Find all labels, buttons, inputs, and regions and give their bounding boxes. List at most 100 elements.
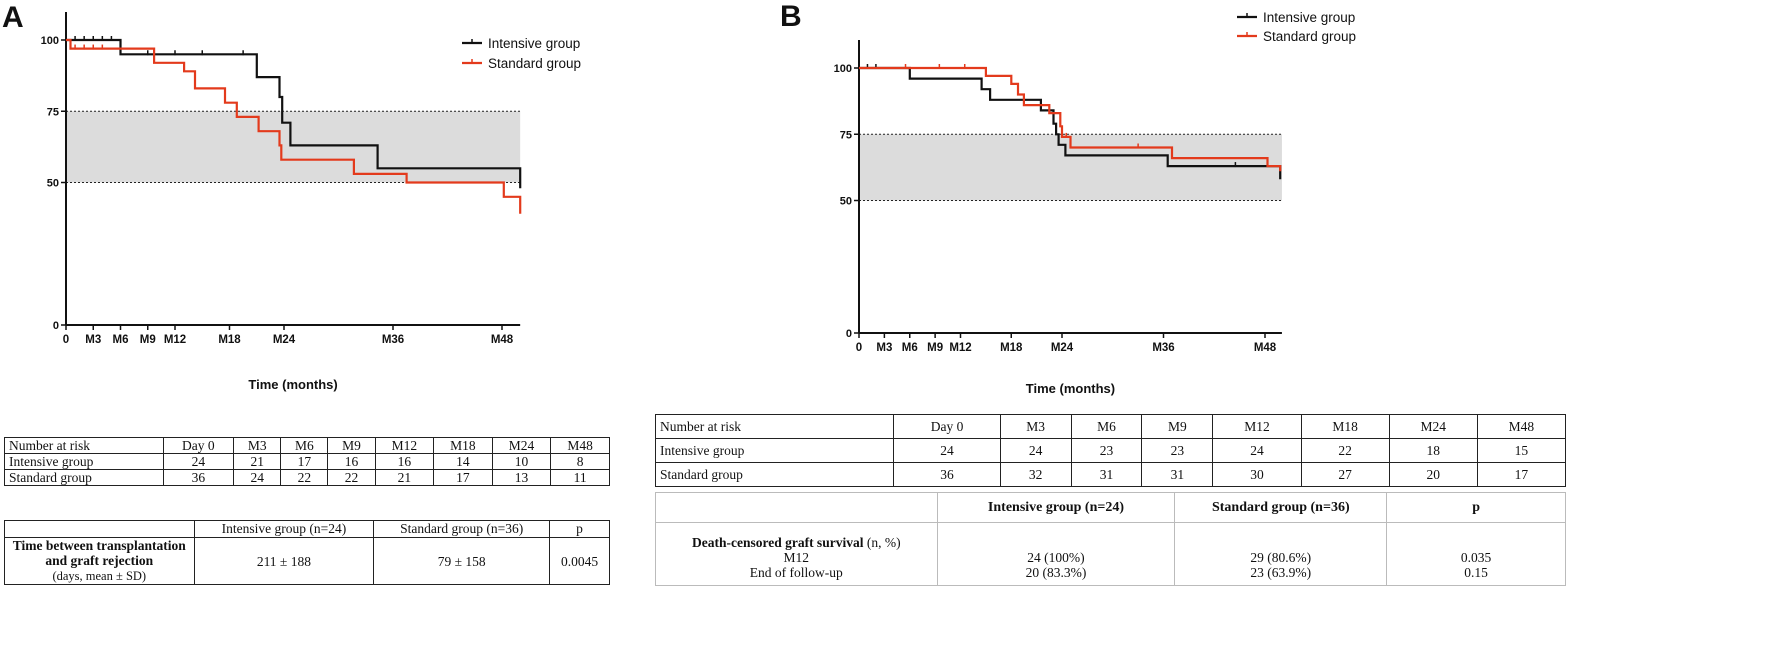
y-tick-label: 50 — [840, 196, 852, 208]
row-label-line1: Time between transplantation — [12, 538, 186, 553]
risk-table-header-row: Number at risk Day 0 M3 M6 M9 M12 M18 M2… — [654, 414, 1567, 439]
risk-header-cell: Number at risk — [4, 437, 164, 454]
x-tick-label: M9 — [140, 334, 156, 346]
risk-header-cell: M9 — [1141, 414, 1214, 439]
standard-column-header: Standard group (n=36) — [373, 520, 551, 538]
risk-cell: 23 — [1141, 438, 1214, 463]
x-tick-label: M3 — [876, 342, 892, 354]
risk-header-cell: M12 — [1212, 414, 1302, 439]
intensive-group-line — [859, 66, 1282, 180]
risk-cell: 24 — [1212, 438, 1302, 463]
legend-label: Intensive group — [488, 36, 580, 51]
standard-values: 29 (80.6%) 23 (63.9%) — [1174, 522, 1388, 586]
risk-cell: 13 — [491, 469, 552, 486]
x-tick-label: M6 — [113, 334, 129, 346]
table-row: Intensive group 24 24 23 23 24 22 18 15 — [654, 438, 1567, 463]
panel-b-chart: 0 50 75 100 0 M3 M6 M9 M12 M18 M24 M36 M48 Time (mont… — [780, 0, 1356, 396]
risk-cell: 21 — [233, 453, 282, 470]
risk-table-header-row: Number at risk Day 0 M3 M6 M9 M12 M18 M2… — [4, 437, 610, 454]
risk-header-cell: M24 — [1388, 414, 1478, 439]
risk-header-cell: M6 — [280, 437, 329, 454]
risk-cell: 36 — [893, 462, 1001, 487]
standard-column-header: Standard group (n=36) — [1174, 492, 1388, 523]
p-values: 0.035 0.15 — [1386, 522, 1566, 586]
row2-p: 0.15 — [1464, 564, 1488, 580]
risk-header-cell: M3 — [999, 414, 1072, 439]
risk-cell: 24 — [999, 438, 1072, 463]
x-tick-label: M24 — [1051, 342, 1074, 354]
risk-header-cell: M18 — [1300, 414, 1390, 439]
risk-header-cell: Day 0 — [893, 414, 1001, 439]
row-label-note: (days, mean ± SD) — [52, 569, 147, 583]
risk-row-label: Standard group — [654, 462, 895, 487]
comparison-header-row: Intensive group (n=24) Standard group (n… — [4, 520, 610, 538]
reference-band — [66, 111, 521, 183]
x-tick-label: M9 — [927, 342, 943, 354]
panel-a-risk-table: Number at risk Day 0 M3 M6 M9 M12 M18 M2… — [4, 437, 610, 486]
y-tick-label: 100 — [834, 63, 852, 75]
panel-letter: A — [2, 1, 24, 34]
table-row: Standard group 36 24 22 22 21 17 13 11 — [4, 469, 610, 486]
risk-header-cell: Day 0 — [162, 437, 235, 454]
risk-header-cell: M24 — [491, 437, 552, 454]
risk-cell: 22 — [1300, 438, 1390, 463]
x-tick-label: M36 — [382, 334, 404, 346]
risk-cell: 8 — [550, 453, 610, 470]
table-row: Intensive group 24 21 17 16 16 14 10 8 — [4, 453, 610, 470]
x-tick-label: M36 — [1152, 342, 1174, 354]
row2-label: End of follow-up — [749, 564, 843, 580]
risk-cell: 31 — [1141, 462, 1214, 487]
intensive-column-header: Intensive group (n=24) — [193, 520, 375, 538]
intensive-value: 211 ± 188 — [193, 537, 375, 585]
row2-intensive: 20 (83.3%) — [1025, 564, 1087, 580]
risk-header-cell: M48 — [1476, 414, 1567, 439]
risk-header-cell: M9 — [327, 437, 376, 454]
p-column-header: p — [1386, 492, 1566, 523]
panel-b-comparison-table: Intensive group (n=24) Standard group (n… — [655, 492, 1566, 586]
risk-cell: 22 — [327, 469, 376, 486]
standard-group-line — [66, 38, 522, 214]
row1-intensive: 24 (100%) — [1027, 549, 1085, 565]
row-label-line2: and graft rejection — [45, 553, 154, 568]
p-value: 0.0045 — [549, 537, 610, 585]
y-tick-label: 50 — [47, 178, 59, 190]
risk-cell: 18 — [1388, 438, 1478, 463]
risk-cell: 11 — [550, 469, 610, 486]
x-tick-label: M3 — [85, 334, 101, 346]
legend-label: Standard group — [1263, 29, 1356, 44]
risk-row-label: Intensive group — [654, 438, 895, 463]
standard-value: 79 ± 158 — [373, 537, 551, 585]
x-tick-label: M48 — [1254, 342, 1277, 354]
x-axis-label: Time (months) — [248, 377, 337, 392]
graft-survival-row-labels: Death-censored graft survival (n, %) M12… — [655, 522, 938, 586]
y-tick-label: 0 — [53, 320, 59, 332]
risk-cell: 23 — [1070, 438, 1143, 463]
risk-cell: 24 — [893, 438, 1001, 463]
y-tick-label: 0 — [846, 328, 852, 340]
risk-cell: 10 — [491, 453, 552, 470]
row1-p: 0.035 — [1460, 549, 1492, 565]
row-heading-note: (n, %) — [866, 534, 901, 550]
empty-header-cell — [655, 492, 938, 523]
risk-row-label: Intensive group — [4, 453, 164, 470]
y-tick-label: 100 — [41, 35, 59, 47]
panel-b-risk-table: Number at risk Day 0 M3 M6 M9 M12 M18 M2… — [654, 414, 1567, 487]
risk-cell: 21 — [374, 469, 435, 486]
risk-cell: 24 — [233, 469, 282, 486]
intensive-column-header: Intensive group (n=24) — [936, 492, 1176, 523]
risk-header-cell: M12 — [374, 437, 435, 454]
y-tick-label: 75 — [840, 129, 852, 141]
risk-cell: 14 — [433, 453, 493, 470]
rejection-time-row-label: Time between transplantation and graft r… — [4, 537, 195, 585]
legend-label: Standard group — [488, 56, 581, 71]
risk-cell: 17 — [1476, 462, 1567, 487]
risk-header-cell: M3 — [233, 437, 282, 454]
risk-cell: 16 — [374, 453, 435, 470]
x-tick-label: M6 — [902, 342, 918, 354]
x-tick-label: 0 — [63, 334, 69, 346]
row1-label: M12 — [783, 549, 810, 565]
standard-group-line — [859, 66, 1282, 172]
intensive-values: 24 (100%) 20 (83.3%) — [936, 522, 1176, 586]
comparison-header-row: Intensive group (n=24) Standard group (n… — [655, 492, 1566, 523]
